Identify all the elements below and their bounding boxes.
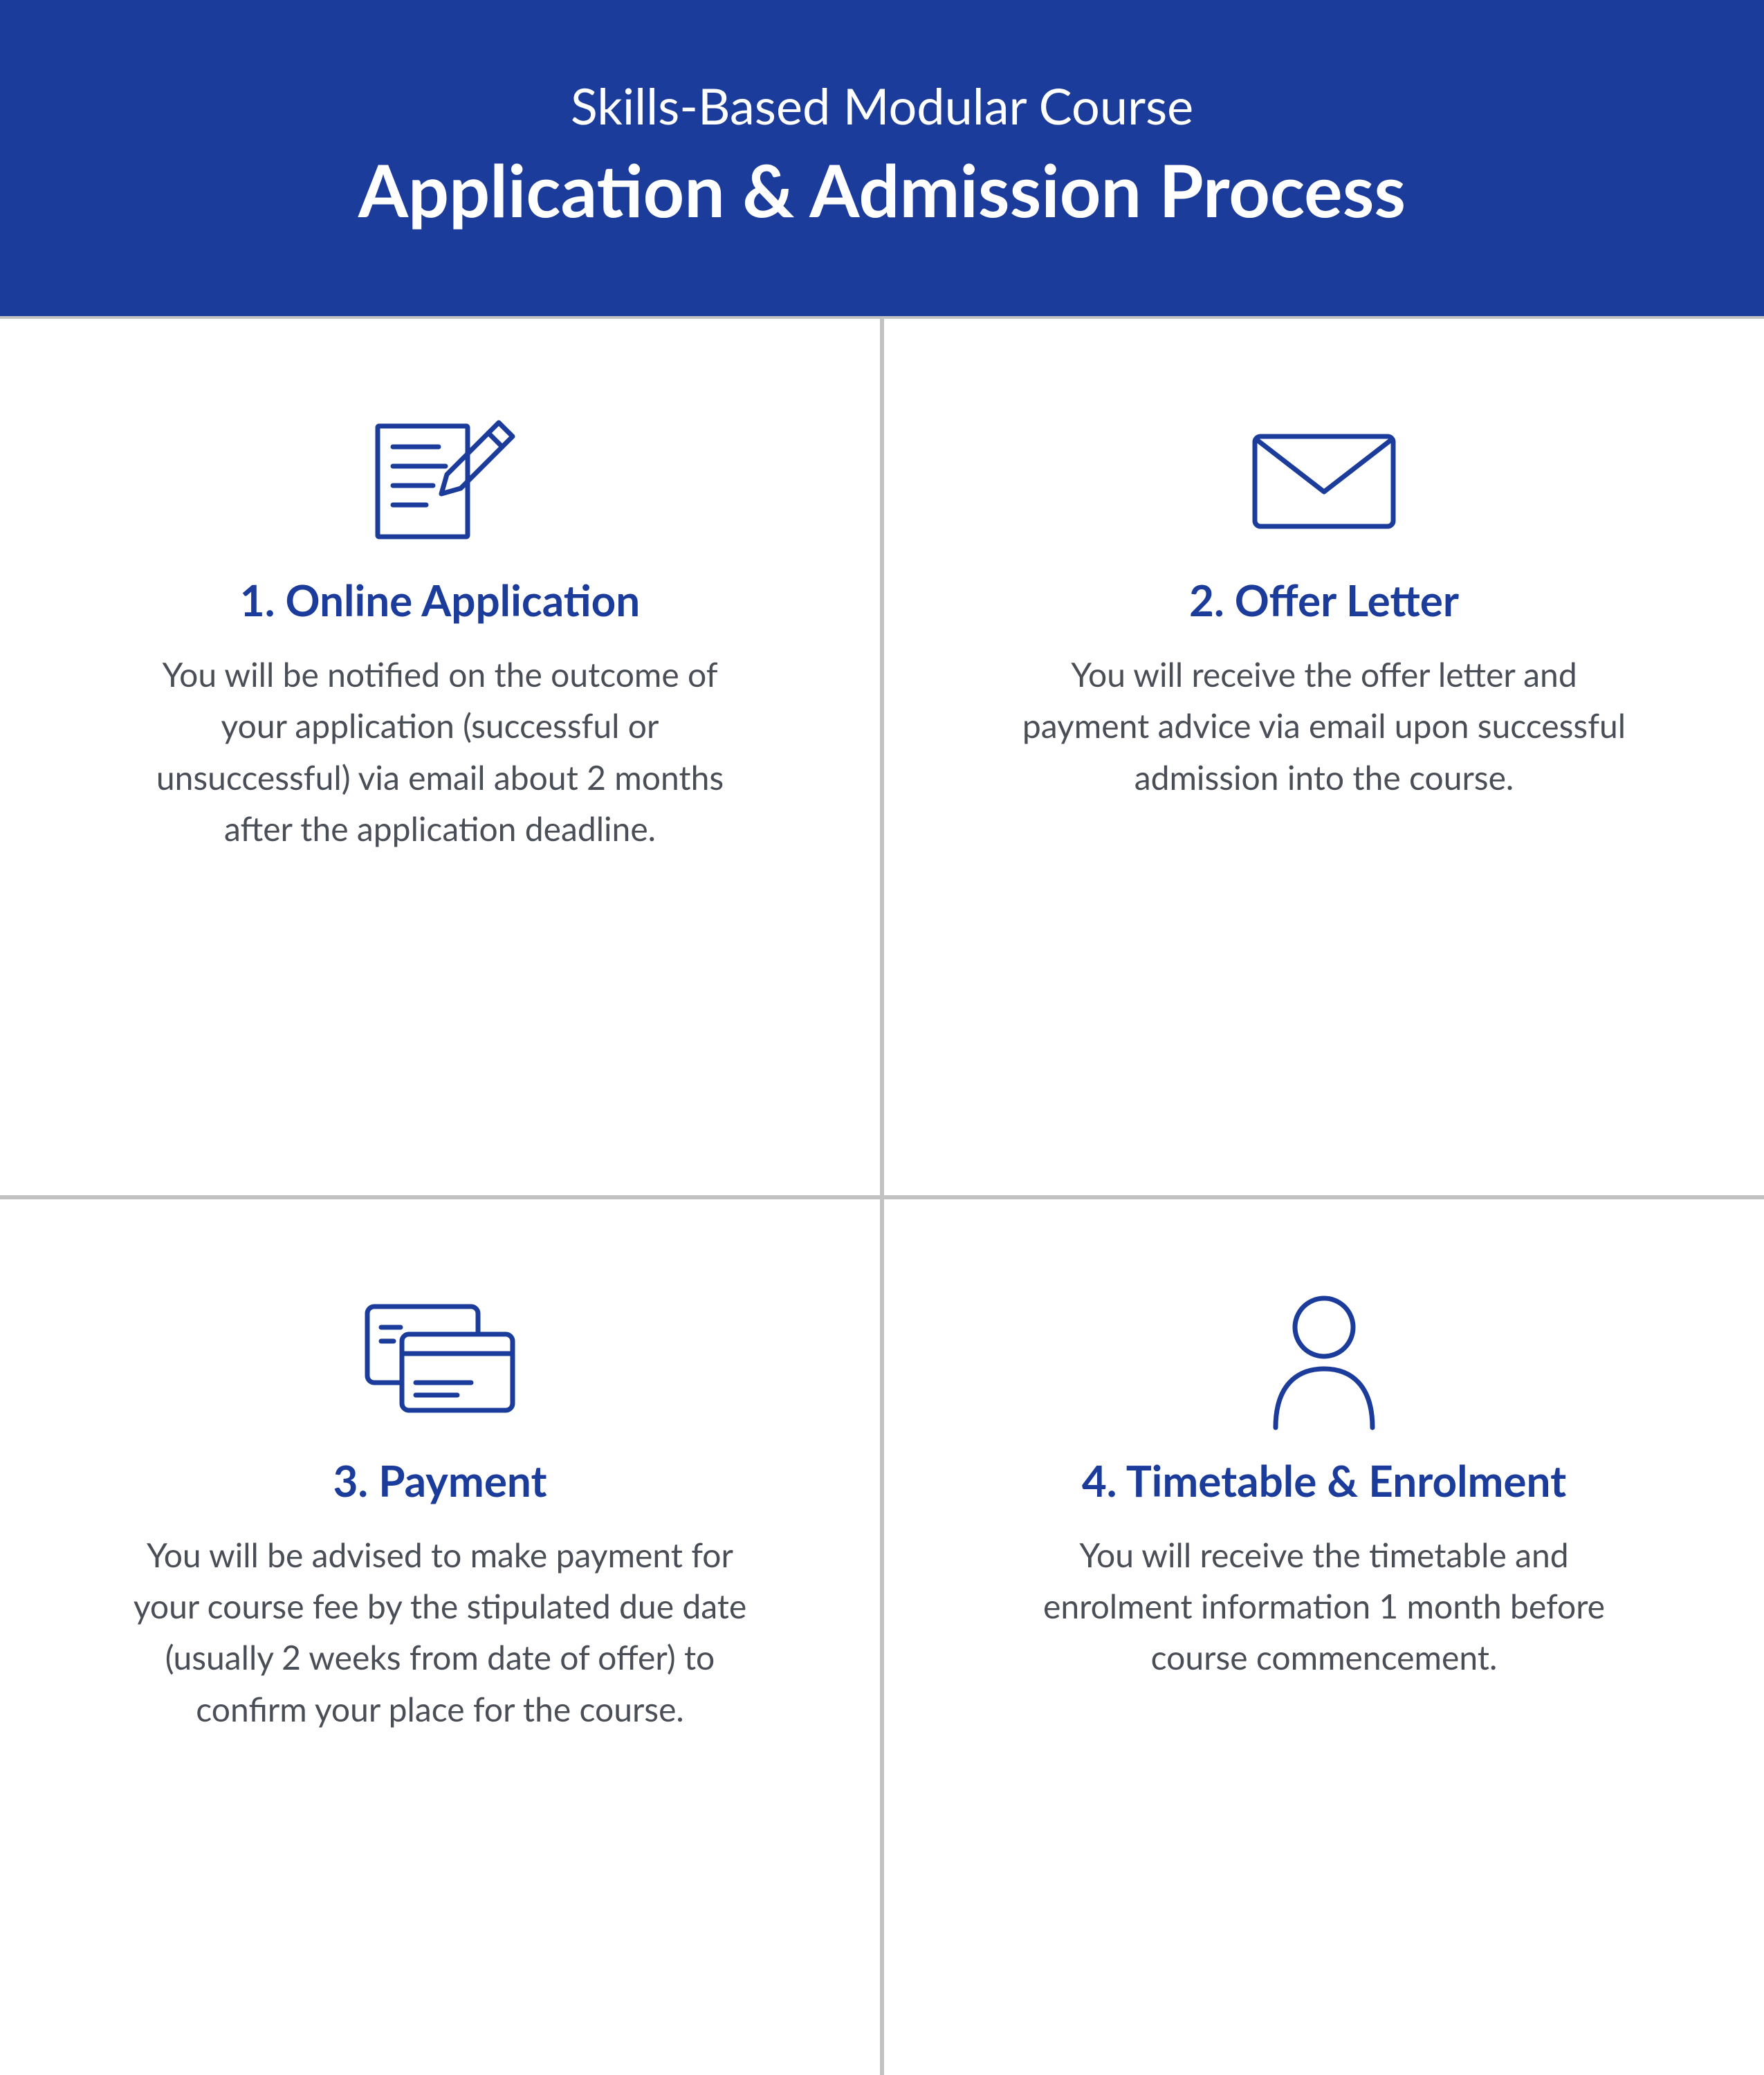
step-title: 3. Payment <box>333 1455 546 1506</box>
step-title: 4. Timetable & Enrolment <box>1082 1455 1566 1506</box>
header-subtitle: Skills-Based Modular Course <box>28 76 1736 136</box>
envelope-icon <box>1244 409 1404 554</box>
step-body: You will receive the offer letter and pa… <box>1013 649 1635 804</box>
step-body: You will receive the timetable and enrol… <box>1013 1530 1635 1684</box>
header-title: Application & Admission Process <box>28 147 1736 233</box>
step-body: You will be notified on the outcome of y… <box>129 649 751 856</box>
step-cell-4: 4. Timetable & Enrolment You will receiv… <box>882 1197 1764 2075</box>
step-title: 2. Offer Letter <box>1189 575 1459 626</box>
step-body: You will be advised to make payment for … <box>129 1530 751 1736</box>
step-cell-3: 3. Payment You will be advised to make p… <box>0 1197 882 2075</box>
step-cell-1: 1. Online Application You will be notifi… <box>0 319 882 1197</box>
step-cell-2: 2. Offer Letter You will receive the off… <box>882 319 1764 1197</box>
step-title: 1. Online Application <box>240 575 641 626</box>
infographic-container: Skills-Based Modular Course Application … <box>0 0 1764 2075</box>
header-banner: Skills-Based Modular Course Application … <box>0 0 1764 319</box>
credit-cards-icon <box>353 1289 526 1435</box>
steps-grid: 1. Online Application You will be notifi… <box>0 319 1764 2075</box>
document-pencil-icon <box>364 409 516 554</box>
person-icon <box>1265 1289 1383 1435</box>
